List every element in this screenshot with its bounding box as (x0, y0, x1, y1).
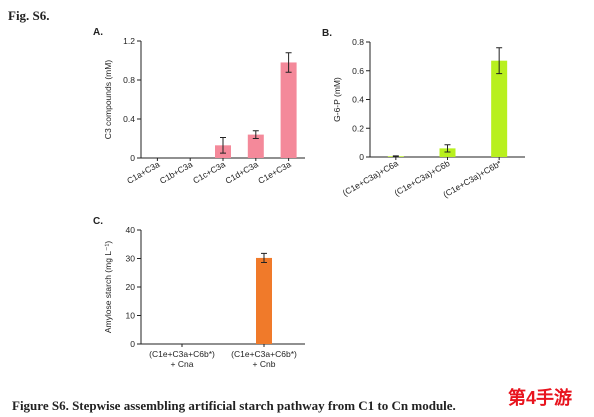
error-bar (261, 252, 267, 263)
y-tick-label: 20 (126, 282, 136, 292)
y-axis-label: G-6-P (mM) (332, 77, 342, 122)
figure-label: Fig. S6. (8, 8, 50, 23)
y-tick-label: 0 (359, 152, 364, 162)
y-axis-label: Amylose starch (mg L⁻¹) (103, 241, 113, 334)
caption: Figure S6. Stepwise assembling artificia… (12, 398, 456, 413)
bar (280, 62, 297, 159)
error-bar (496, 47, 503, 75)
x-tick-label: (C1e+C3a)+C6a (341, 158, 400, 198)
y-tick-label: 0.4 (123, 114, 135, 124)
x-tick-label: (C1e+C3a+C6b*) (149, 349, 215, 359)
y-tick-label: 0.8 (123, 75, 135, 85)
y-tick-label: 0 (130, 339, 135, 349)
x-tick-label: C1b+C3a (158, 159, 195, 186)
panel-label: B. (322, 28, 332, 39)
watermark: 第4手游 (508, 387, 572, 408)
error-bar (392, 155, 399, 158)
y-tick-label: 1.2 (123, 36, 135, 46)
panel-label: C. (93, 216, 103, 227)
y-tick-label: 10 (126, 311, 136, 321)
y-tick-label: 0.8 (352, 37, 364, 47)
x-tick-label: (C1e+C3a)+C6b* (441, 158, 503, 200)
bar (439, 148, 456, 157)
x-tick-label: + Cna (171, 359, 194, 369)
error-bar (285, 52, 292, 73)
y-axis-label: C3 compounds (mM) (103, 60, 113, 140)
error-bar (220, 137, 226, 154)
y-tick-label: 0.4 (352, 95, 364, 105)
y-tick-label: 40 (126, 225, 136, 235)
bar (491, 60, 508, 157)
y-tick-label: 0 (130, 153, 135, 163)
x-tick-label: C1e+C3a (256, 159, 293, 186)
panel-label: A. (93, 27, 103, 38)
y-tick-label: 0.6 (352, 66, 364, 76)
x-tick-label: C1c+C3a (191, 159, 227, 186)
y-tick-label: 0.2 (352, 123, 364, 133)
bar (256, 257, 272, 344)
x-tick-label: C1d+C3a (223, 159, 260, 186)
x-tick-label: + Cnb (253, 359, 276, 369)
y-tick-label: 30 (126, 254, 136, 264)
error-bar (444, 144, 451, 153)
x-tick-label: (C1e+C3a+C6b*) (231, 349, 297, 359)
bar (247, 134, 264, 158)
error-bar (252, 130, 259, 139)
